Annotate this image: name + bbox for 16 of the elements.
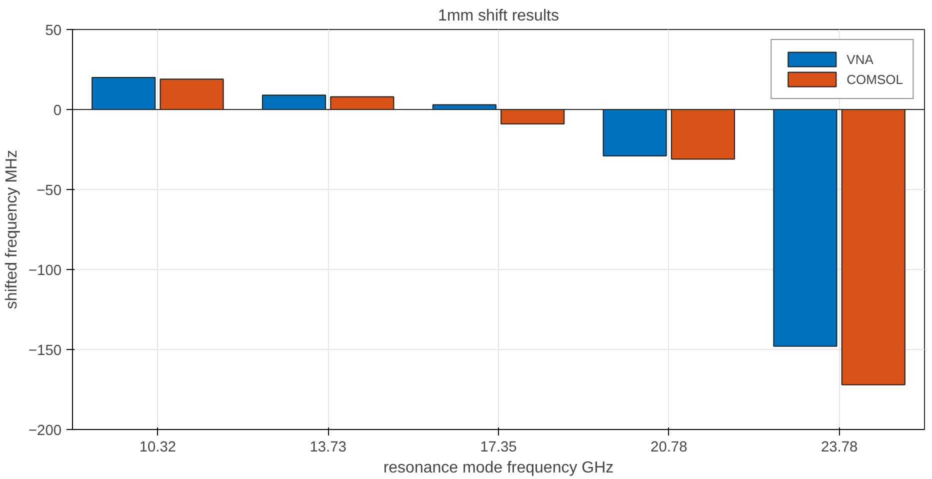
x-axis-title: resonance mode frequency GHz <box>383 460 614 476</box>
chart-title: 1mm shift results <box>438 8 559 24</box>
y-tick-label: 50 <box>45 23 62 39</box>
y-tick-label: 0 <box>53 103 62 119</box>
y-axis-title: shifted frequency MHz <box>3 150 20 310</box>
x-tick-label: 23.78 <box>820 440 858 456</box>
x-tick-label: 17.35 <box>480 440 517 456</box>
y-tick-label: −150 <box>28 343 62 359</box>
x-tick-label: 20.78 <box>650 440 688 456</box>
x-tick-label: 13.73 <box>310 440 346 456</box>
x-tick-label: 10.32 <box>139 440 176 456</box>
legend-label: COMSOL <box>846 72 903 86</box>
legend-label: VNA <box>846 52 874 66</box>
y-tick-label: −200 <box>28 423 62 439</box>
y-tick-label: −100 <box>28 263 62 279</box>
y-tick-label: −50 <box>36 183 62 199</box>
